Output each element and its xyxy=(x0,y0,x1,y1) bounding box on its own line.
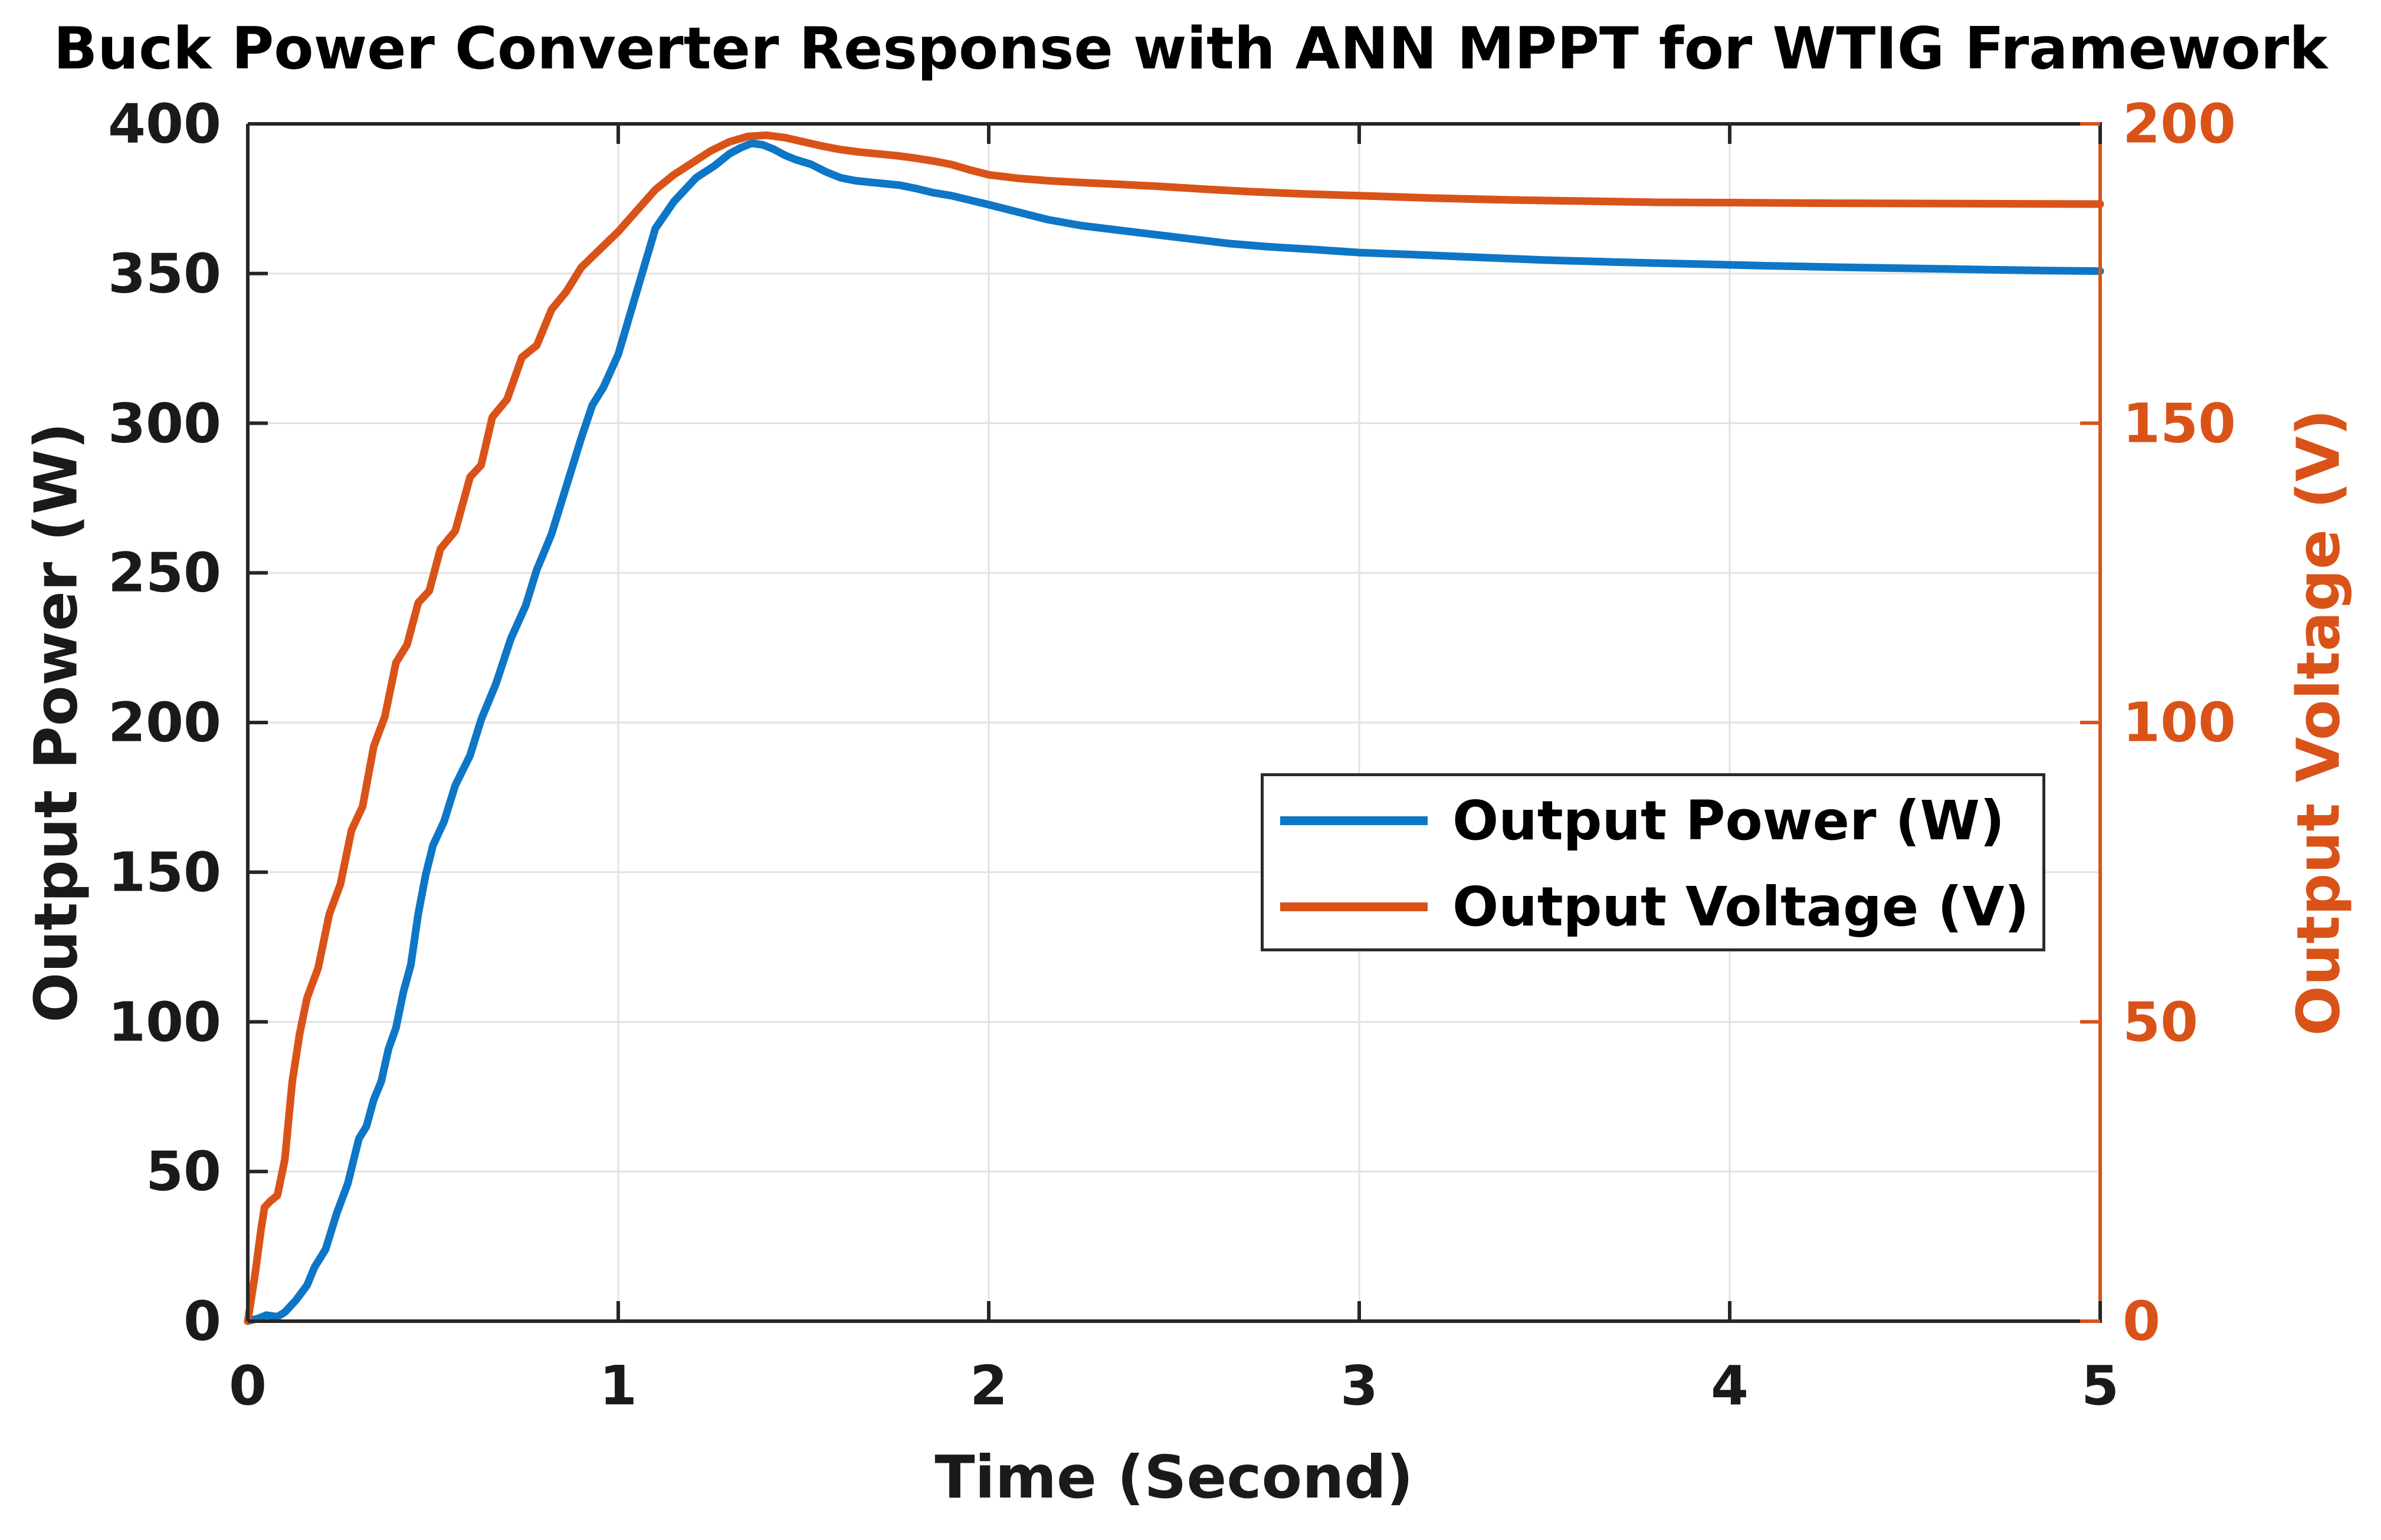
y-tick-label-right: 0 xyxy=(2123,1289,2161,1353)
series-line-voltage xyxy=(244,131,2104,1325)
legend-label-power: Output Power (W) xyxy=(1452,789,2005,852)
y-axis-label-right: Output Voltage (V) xyxy=(2284,409,2353,1036)
legend-line-voltage-swatch xyxy=(1280,902,1428,911)
y-tick-label-left: 0 xyxy=(183,1289,221,1353)
y-tick-label-left: 100 xyxy=(107,990,221,1053)
x-tick-label: 2 xyxy=(969,1354,1008,1417)
y-tick-label-left: 50 xyxy=(145,1140,221,1203)
legend-label-voltage: Output Voltage (V) xyxy=(1452,875,2029,938)
x-tick-label: 1 xyxy=(599,1354,638,1417)
y-tick-label-left: 150 xyxy=(107,840,221,904)
x-tick-label: 3 xyxy=(1340,1354,1379,1417)
x-axis-label: Time (Second) xyxy=(934,1443,1413,1512)
legend-box: Output Power (W) Output Voltage (V) xyxy=(1261,773,2045,951)
legend-entry-voltage: Output Voltage (V) xyxy=(1264,862,2042,951)
y-tick-label-right: 100 xyxy=(2123,691,2236,754)
x-tick-label: 4 xyxy=(1710,1354,1749,1417)
y-tick-label-right: 150 xyxy=(2123,392,2236,455)
x-tick-label: 0 xyxy=(228,1354,267,1417)
y-tick-label-left: 350 xyxy=(107,242,221,306)
y-tick-label-left: 250 xyxy=(107,541,221,605)
plot-title: Buck Power Converter Response with ANN M… xyxy=(53,15,2328,83)
y-tick-label-left: 200 xyxy=(107,691,221,754)
y-tick-label-left: 300 xyxy=(107,392,221,455)
legend-line-power-swatch xyxy=(1280,816,1428,825)
legend-entry-power: Output Power (W) xyxy=(1264,776,2042,865)
y-tick-label-right: 200 xyxy=(2123,92,2236,156)
y-tick-label-right: 50 xyxy=(2123,990,2199,1053)
series-line-power xyxy=(244,139,2104,1325)
x-tick-label: 5 xyxy=(2081,1354,2120,1417)
y-tick-label-left: 400 xyxy=(107,92,221,156)
